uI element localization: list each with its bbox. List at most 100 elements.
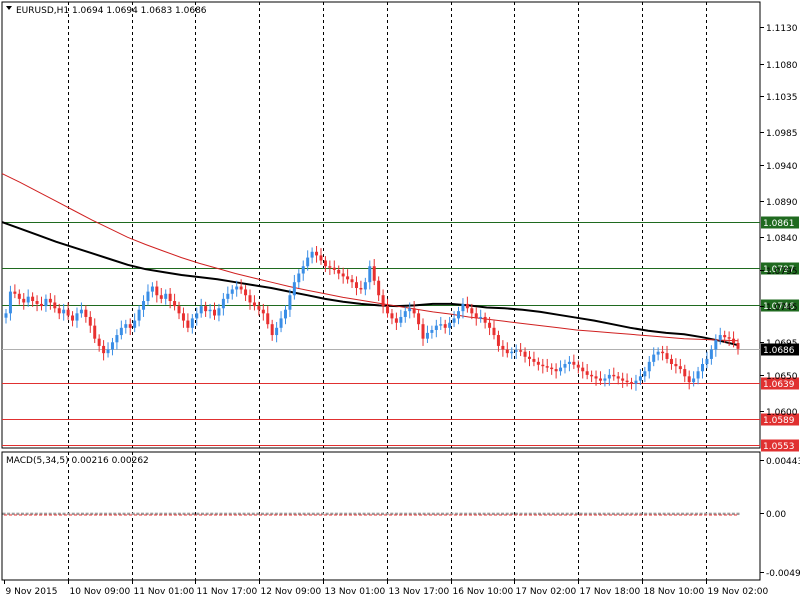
macd-bar <box>94 512 98 516</box>
candle-body <box>354 282 358 288</box>
candle-body <box>31 296 35 302</box>
candle-body <box>128 324 132 328</box>
candle-body <box>155 286 159 296</box>
macd-bar <box>233 512 237 516</box>
macd-bar <box>122 512 126 516</box>
moving-averages <box>1 173 739 347</box>
candle-body <box>678 366 682 370</box>
candle-body <box>709 349 713 359</box>
candle-body <box>523 351 527 357</box>
candle-body <box>39 303 43 307</box>
candle-body <box>230 289 234 294</box>
macd-bar <box>131 512 135 516</box>
candle-body <box>266 313 270 325</box>
candle-body <box>102 345 106 354</box>
dropdown-triangle-icon[interactable] <box>6 6 12 10</box>
candle-body <box>35 301 39 304</box>
macd-bar <box>459 512 463 516</box>
candle-body <box>692 378 696 383</box>
candle-body <box>425 332 429 339</box>
macd-bar <box>431 512 435 516</box>
moving-average-line <box>1 173 739 342</box>
x-tick-label: 13 Nov 01:00 <box>325 587 386 597</box>
candle-body <box>443 324 447 328</box>
macd-bar <box>681 512 685 516</box>
candle-body <box>97 338 101 346</box>
macd-bar <box>67 512 71 516</box>
macd-bar <box>385 512 389 516</box>
macd-bar <box>288 512 292 516</box>
macd-bar <box>616 512 620 516</box>
candle-body <box>350 279 354 283</box>
macd-bar <box>182 512 186 516</box>
y-tick-label: 1.1080 <box>766 61 798 71</box>
candle-body <box>634 380 638 384</box>
macd-bar <box>565 512 569 516</box>
candle-body <box>66 309 70 316</box>
macd-bar <box>80 512 84 516</box>
macd-bar <box>196 512 200 516</box>
candle-body <box>248 295 252 303</box>
candle-body <box>239 286 243 290</box>
macd-bar <box>53 512 57 516</box>
candle-body <box>656 351 660 355</box>
macd-bar <box>436 512 440 516</box>
macd-bar <box>413 512 417 516</box>
macd-bar <box>57 512 61 516</box>
candle-body <box>79 309 83 314</box>
candle-body <box>465 303 469 309</box>
macd-bar <box>311 512 315 516</box>
candle-body <box>665 353 669 359</box>
x-tick-label: 17 Nov 02:00 <box>516 587 577 597</box>
candle-body <box>53 302 57 309</box>
macd-bar <box>90 512 94 516</box>
macd-bar <box>556 512 560 516</box>
macd-bar <box>634 512 638 516</box>
x-tick-label: 13 Nov 17:00 <box>389 587 450 597</box>
candles <box>4 245 740 391</box>
candle-body <box>137 309 141 321</box>
macd-bar <box>76 512 80 516</box>
candle-body <box>235 286 239 290</box>
macd-bar <box>482 512 486 516</box>
candle-body <box>652 354 656 362</box>
macd-bar <box>505 512 509 516</box>
candle-body <box>221 298 225 309</box>
candle-body <box>590 374 594 377</box>
candle-body <box>661 351 665 354</box>
level-tag-label: 1.0589 <box>763 416 795 426</box>
macd-bar <box>422 512 426 516</box>
macd-bar <box>145 512 149 516</box>
candle-body <box>683 369 687 377</box>
macd-bar <box>71 512 75 516</box>
candle-body <box>572 361 576 365</box>
macd-bar <box>7 512 11 516</box>
macd-bar <box>588 512 592 516</box>
candle-body <box>226 293 230 299</box>
candle-body <box>585 371 589 375</box>
candle-body <box>448 322 452 328</box>
candle-body <box>439 324 443 326</box>
macd-bar <box>671 512 675 516</box>
macd-bar <box>44 512 48 516</box>
candle-body <box>417 313 421 325</box>
candle-body <box>647 361 651 372</box>
candle-body <box>199 306 203 314</box>
candle-body <box>510 351 514 354</box>
macd-bar <box>644 512 648 516</box>
x-tick-label: 9 Nov 2015 <box>6 587 58 597</box>
macd-bar <box>16 512 20 516</box>
macd-y-tick-label: 0.00 <box>766 510 786 520</box>
candle-body <box>244 289 248 296</box>
candle-body <box>75 313 79 321</box>
macd-bar <box>722 512 726 516</box>
candle-body <box>190 318 194 328</box>
macd-bar <box>367 512 371 516</box>
macd-bar <box>528 512 532 516</box>
macd-bar <box>117 512 121 516</box>
candle-body <box>598 378 602 381</box>
macd-bar <box>62 512 66 516</box>
candle-body <box>483 316 487 323</box>
macd-bar <box>533 512 537 516</box>
level-tag <box>761 299 799 312</box>
